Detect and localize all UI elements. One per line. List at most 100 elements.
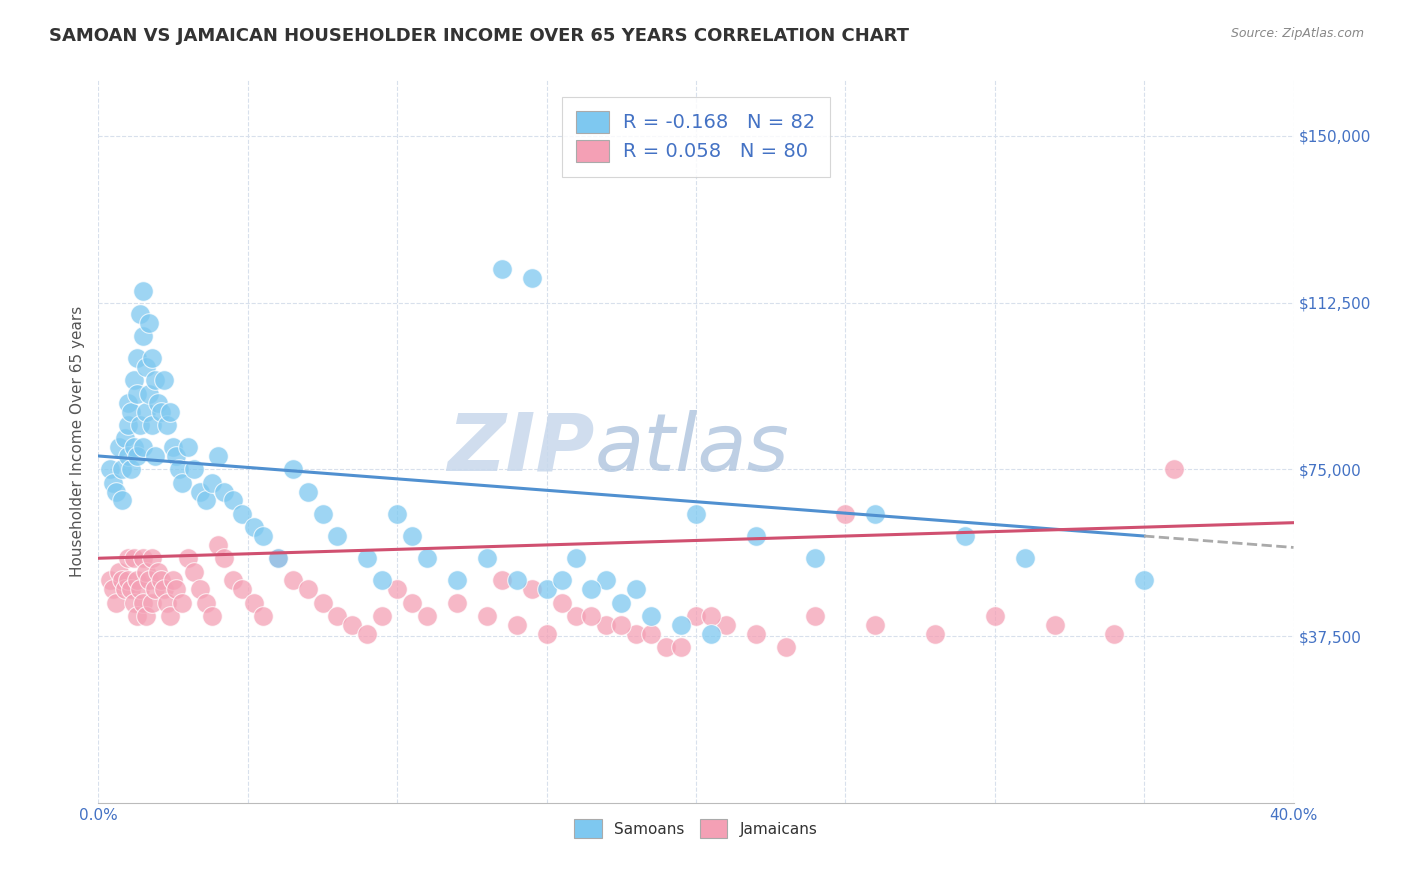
Point	[520, 271, 543, 285]
Point	[865, 618, 887, 632]
Point	[162, 440, 184, 454]
Point	[356, 627, 378, 641]
Point	[153, 373, 176, 387]
Point	[135, 609, 157, 624]
Point	[252, 529, 274, 543]
Point	[183, 565, 205, 579]
Point	[138, 316, 160, 330]
Point	[114, 582, 136, 597]
Point	[127, 609, 149, 624]
Point	[98, 574, 122, 588]
Point	[581, 609, 603, 624]
Point	[103, 475, 125, 490]
Point	[135, 404, 157, 418]
Point	[138, 574, 160, 588]
Point	[267, 551, 290, 566]
Point	[135, 565, 157, 579]
Point	[129, 582, 152, 597]
Point	[105, 484, 128, 499]
Point	[120, 582, 142, 597]
Point	[506, 618, 529, 632]
Point	[252, 609, 274, 624]
Point	[475, 609, 498, 624]
Point	[222, 493, 245, 508]
Point	[243, 520, 266, 534]
Point	[804, 551, 827, 566]
Point	[150, 404, 173, 418]
Point	[132, 440, 155, 454]
Point	[159, 404, 181, 418]
Point	[491, 574, 513, 588]
Point	[475, 551, 498, 566]
Point	[281, 462, 304, 476]
Point	[120, 462, 142, 476]
Point	[834, 507, 856, 521]
Point	[132, 551, 155, 566]
Point	[143, 373, 166, 387]
Point	[491, 262, 513, 277]
Point	[129, 417, 152, 432]
Point	[626, 627, 648, 641]
Point	[865, 507, 887, 521]
Point	[1043, 618, 1066, 632]
Point	[311, 507, 333, 521]
Point	[111, 493, 134, 508]
Point	[700, 609, 723, 624]
Point	[267, 551, 290, 566]
Point	[401, 596, 423, 610]
Point	[117, 574, 139, 588]
Point	[167, 462, 190, 476]
Point	[195, 596, 218, 610]
Point	[700, 627, 723, 641]
Point	[135, 360, 157, 375]
Point	[326, 609, 349, 624]
Point	[565, 609, 588, 624]
Point	[342, 618, 364, 632]
Text: ZIP: ZIP	[447, 409, 595, 488]
Point	[685, 609, 707, 624]
Point	[610, 596, 633, 610]
Point	[385, 582, 409, 597]
Point	[984, 609, 1007, 624]
Point	[506, 574, 529, 588]
Point	[177, 551, 200, 566]
Point	[127, 351, 149, 366]
Point	[669, 618, 692, 632]
Point	[188, 582, 211, 597]
Point	[536, 627, 558, 641]
Point	[132, 596, 155, 610]
Point	[141, 596, 163, 610]
Point	[371, 609, 394, 624]
Point	[141, 417, 163, 432]
Point	[165, 582, 187, 597]
Point	[183, 462, 205, 476]
Point	[550, 574, 572, 588]
Point	[326, 529, 349, 543]
Point	[446, 596, 468, 610]
Point	[108, 565, 131, 579]
Point	[297, 484, 319, 499]
Point	[595, 574, 617, 588]
Point	[1104, 627, 1126, 641]
Point	[520, 582, 543, 597]
Point	[159, 609, 181, 624]
Point	[311, 596, 333, 610]
Point	[127, 386, 149, 401]
Point	[111, 462, 134, 476]
Point	[117, 449, 139, 463]
Point	[1133, 574, 1156, 588]
Text: SAMOAN VS JAMAICAN HOUSEHOLDER INCOME OVER 65 YEARS CORRELATION CHART: SAMOAN VS JAMAICAN HOUSEHOLDER INCOME OV…	[49, 27, 910, 45]
Point	[446, 574, 468, 588]
Point	[150, 574, 173, 588]
Point	[581, 582, 603, 597]
Point	[143, 582, 166, 597]
Point	[156, 417, 179, 432]
Point	[105, 596, 128, 610]
Point	[626, 582, 648, 597]
Point	[243, 596, 266, 610]
Point	[120, 404, 142, 418]
Point	[148, 565, 170, 579]
Point	[127, 574, 149, 588]
Point	[165, 449, 187, 463]
Point	[416, 609, 439, 624]
